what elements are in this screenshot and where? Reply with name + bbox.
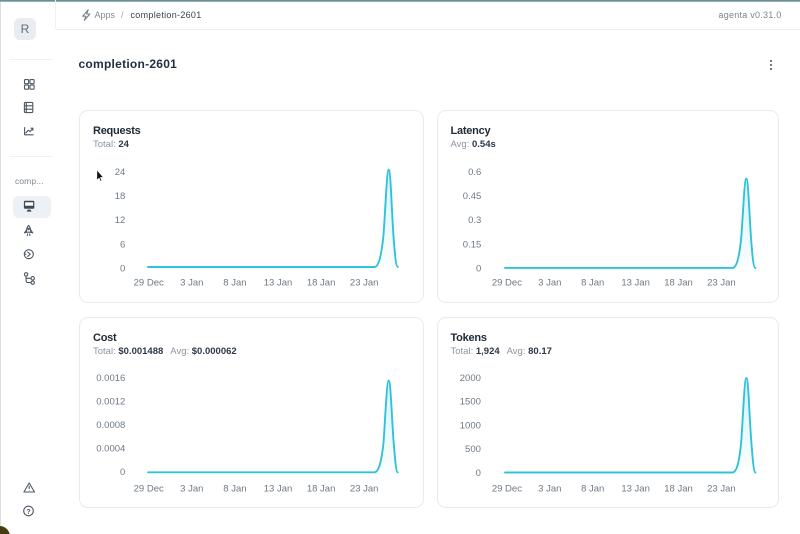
svg-text:?: ? [26, 509, 30, 516]
